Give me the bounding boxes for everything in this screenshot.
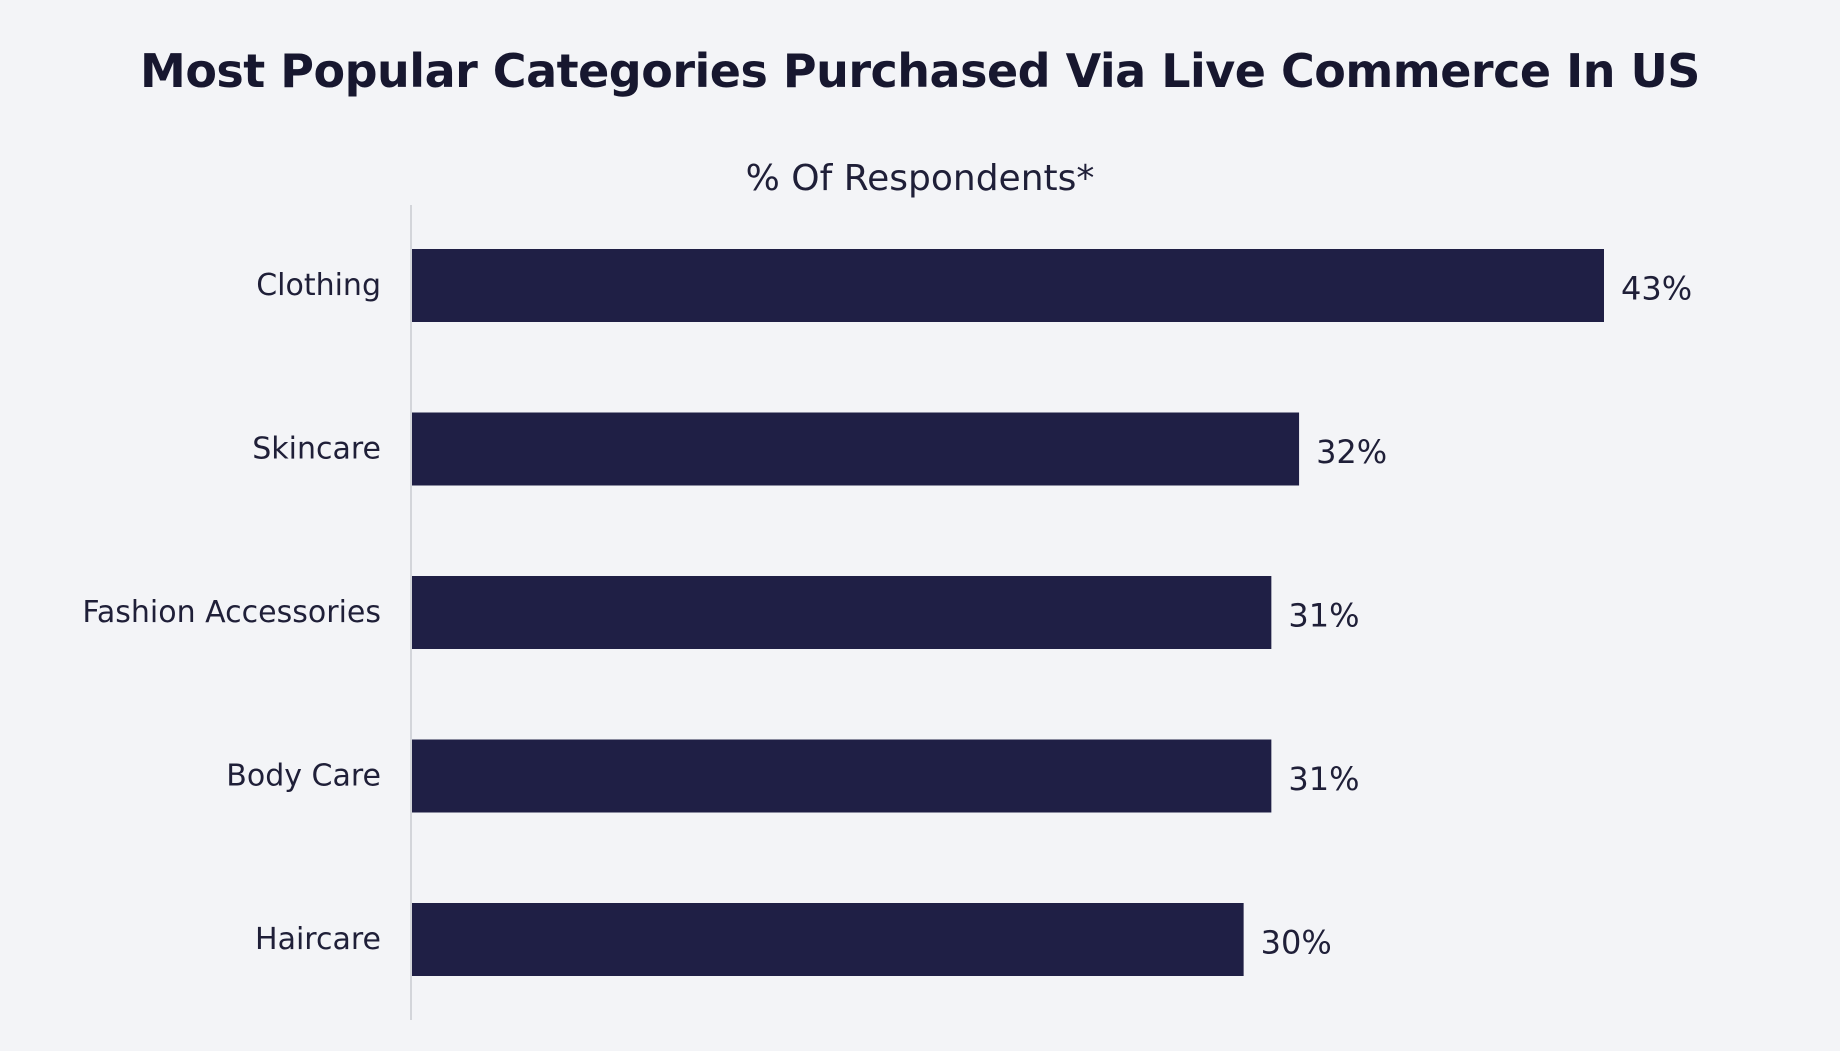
value-label: 31% <box>1288 760 1359 798</box>
value-label: 31% <box>1288 597 1359 635</box>
category-label: Haircare <box>255 922 381 957</box>
category-label: Body Care <box>226 759 381 794</box>
value-label: 30% <box>1261 924 1332 962</box>
chart-subtitle: % Of Respondents* <box>745 158 1095 199</box>
value-label: 32% <box>1316 433 1387 471</box>
bar-haircare <box>412 903 1244 976</box>
category-label: Skincare <box>252 432 381 467</box>
bar-clothing <box>412 249 1604 322</box>
category-label: Fashion Accessories <box>82 595 381 630</box>
bar-fashion-accessories <box>412 576 1272 649</box>
bar-skincare <box>412 412 1300 486</box>
category-label: Clothing <box>256 268 381 303</box>
value-label: 43% <box>1621 270 1692 308</box>
chart-title: Most Popular Categories Purchased Via Li… <box>140 44 1700 98</box>
bar-body-care <box>412 739 1272 813</box>
